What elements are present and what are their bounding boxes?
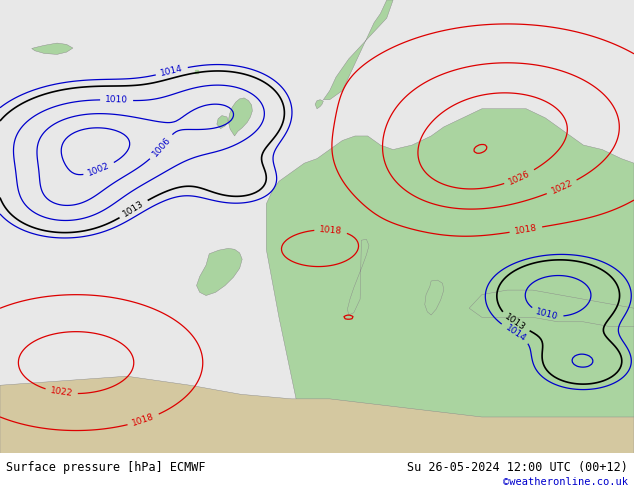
Polygon shape: [323, 0, 393, 99]
Text: 1010: 1010: [535, 307, 559, 322]
Text: 1014: 1014: [160, 64, 184, 78]
Text: 1013: 1013: [122, 199, 146, 219]
Polygon shape: [425, 280, 444, 315]
Text: 1013: 1013: [503, 313, 527, 333]
Polygon shape: [195, 70, 198, 73]
Polygon shape: [353, 315, 363, 323]
Text: 1014: 1014: [503, 323, 527, 343]
Text: 1006: 1006: [150, 135, 172, 159]
Text: 1018: 1018: [319, 224, 342, 236]
Text: 1018: 1018: [131, 412, 156, 428]
Text: 1026: 1026: [507, 169, 532, 186]
Polygon shape: [266, 109, 634, 453]
Polygon shape: [32, 43, 73, 54]
Text: 1018: 1018: [514, 223, 538, 236]
Polygon shape: [340, 291, 345, 299]
Text: 1022: 1022: [49, 387, 74, 398]
Text: 1002: 1002: [87, 161, 112, 178]
Polygon shape: [315, 99, 323, 109]
Polygon shape: [469, 290, 634, 326]
Text: 1010: 1010: [105, 96, 128, 105]
Polygon shape: [0, 376, 634, 453]
Text: 1022: 1022: [550, 178, 574, 196]
Polygon shape: [217, 116, 228, 129]
Text: Su 26-05-2024 12:00 UTC (00+12): Su 26-05-2024 12:00 UTC (00+12): [407, 461, 628, 474]
Polygon shape: [341, 280, 346, 288]
Polygon shape: [347, 239, 369, 315]
Polygon shape: [228, 98, 252, 136]
Polygon shape: [197, 248, 242, 295]
Polygon shape: [505, 322, 517, 327]
Text: ©weatheronline.co.uk: ©weatheronline.co.uk: [503, 477, 628, 487]
Text: Surface pressure [hPa] ECMWF: Surface pressure [hPa] ECMWF: [6, 461, 206, 474]
